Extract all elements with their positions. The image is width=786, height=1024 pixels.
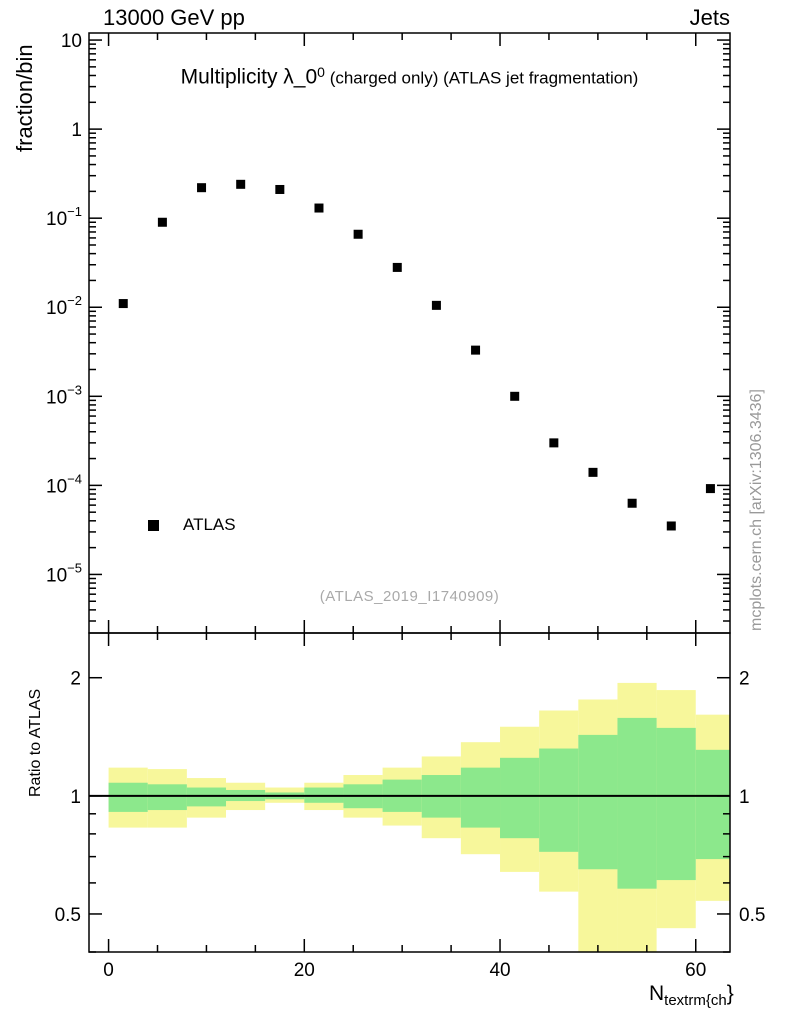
- data-point: [627, 498, 637, 508]
- x-axis-title-subscript: textrm{ch: [664, 992, 727, 1009]
- plot-title-main: Multiplicity λ_0: [180, 65, 318, 89]
- plot-title: Multiplicity λ_00 (charged only) (ATLAS …: [89, 64, 730, 89]
- ratio-y-tick-label-right: 2: [739, 669, 750, 690]
- x-axis-title: Ntextrm{ch}: [649, 982, 734, 1009]
- uncertainty-inner-band-bin: [695, 749, 730, 860]
- data-point: [431, 300, 441, 310]
- ratio-y-axis-title: Ratio to ATLAS: [27, 688, 44, 797]
- plot-title-superscript: 0: [317, 64, 325, 80]
- uncertainty-inner-band-bin: [460, 767, 501, 828]
- data-point: [510, 391, 520, 401]
- uncertainty-inner-band-bin: [578, 734, 618, 870]
- x-tick-label: 60: [685, 960, 706, 981]
- y-tick-label: 10−2: [46, 293, 82, 319]
- legend-label: ATLAS: [183, 515, 236, 534]
- data-point: [118, 299, 128, 309]
- data-point: [314, 203, 324, 213]
- uncertainty-inner-band-bin: [147, 784, 187, 811]
- data-point: [236, 179, 246, 189]
- data-point: [705, 484, 715, 494]
- data-point: [157, 217, 167, 227]
- plot-title-suffix: (charged only) (ATLAS jet fragmentation): [324, 68, 639, 88]
- x-tick-label: 20: [294, 960, 315, 981]
- uncertainty-inner-band-bin: [539, 748, 579, 852]
- ratio-frame: [88, 632, 731, 953]
- uncertainty-inner-band-bin: [108, 782, 148, 812]
- x-axis-title-main: N: [649, 982, 665, 1005]
- beam-energy-label: 13000 GeV pp: [103, 5, 245, 30]
- y-tick-label: 10−3: [46, 382, 82, 408]
- ratio-y-tick-label-right: 1: [739, 787, 750, 808]
- ratio-y-tick-label: 1: [70, 787, 81, 808]
- y-tick-label: 10: [61, 31, 82, 52]
- uncertainty-inner-band-bin: [500, 757, 540, 839]
- ratio-y-tick-label: 2: [70, 669, 81, 690]
- uncertainty-inner-band-bin: [617, 717, 657, 889]
- uncertainty-inner-band-bin: [186, 787, 227, 807]
- data-point: [392, 262, 402, 272]
- mcplots-attribution: mcplots.cern.ch [arXiv:1306.3436]: [748, 389, 765, 631]
- data-point: [666, 521, 676, 531]
- data-point: [353, 229, 363, 239]
- data-point: [549, 438, 559, 448]
- uncertainty-inner-band-bin: [656, 727, 696, 881]
- x-axis-title-close: }: [726, 982, 734, 1005]
- y-tick-label: 10−1: [46, 204, 82, 230]
- data-point: [471, 345, 481, 355]
- legend: ATLAS: [148, 515, 236, 535]
- analysis-group-label: Jets: [689, 5, 730, 30]
- data-point: [588, 467, 598, 477]
- data-point: [275, 184, 285, 194]
- analysis-id-watermark: (ATLAS_2019_I1740909): [319, 588, 500, 605]
- y-tick-label: 10−5: [46, 560, 82, 586]
- y-tick-label: 1: [71, 120, 82, 141]
- y-tick-label: 10−4: [46, 471, 82, 497]
- legend-marker-square-icon: [148, 519, 159, 531]
- ratio-y-tick-label: 0.5: [55, 905, 81, 926]
- data-point: [197, 183, 207, 193]
- ratio-y-tick-label-right: 0.5: [739, 905, 765, 926]
- x-tick-label: 40: [489, 960, 510, 981]
- x-tick-label: 0: [103, 960, 114, 981]
